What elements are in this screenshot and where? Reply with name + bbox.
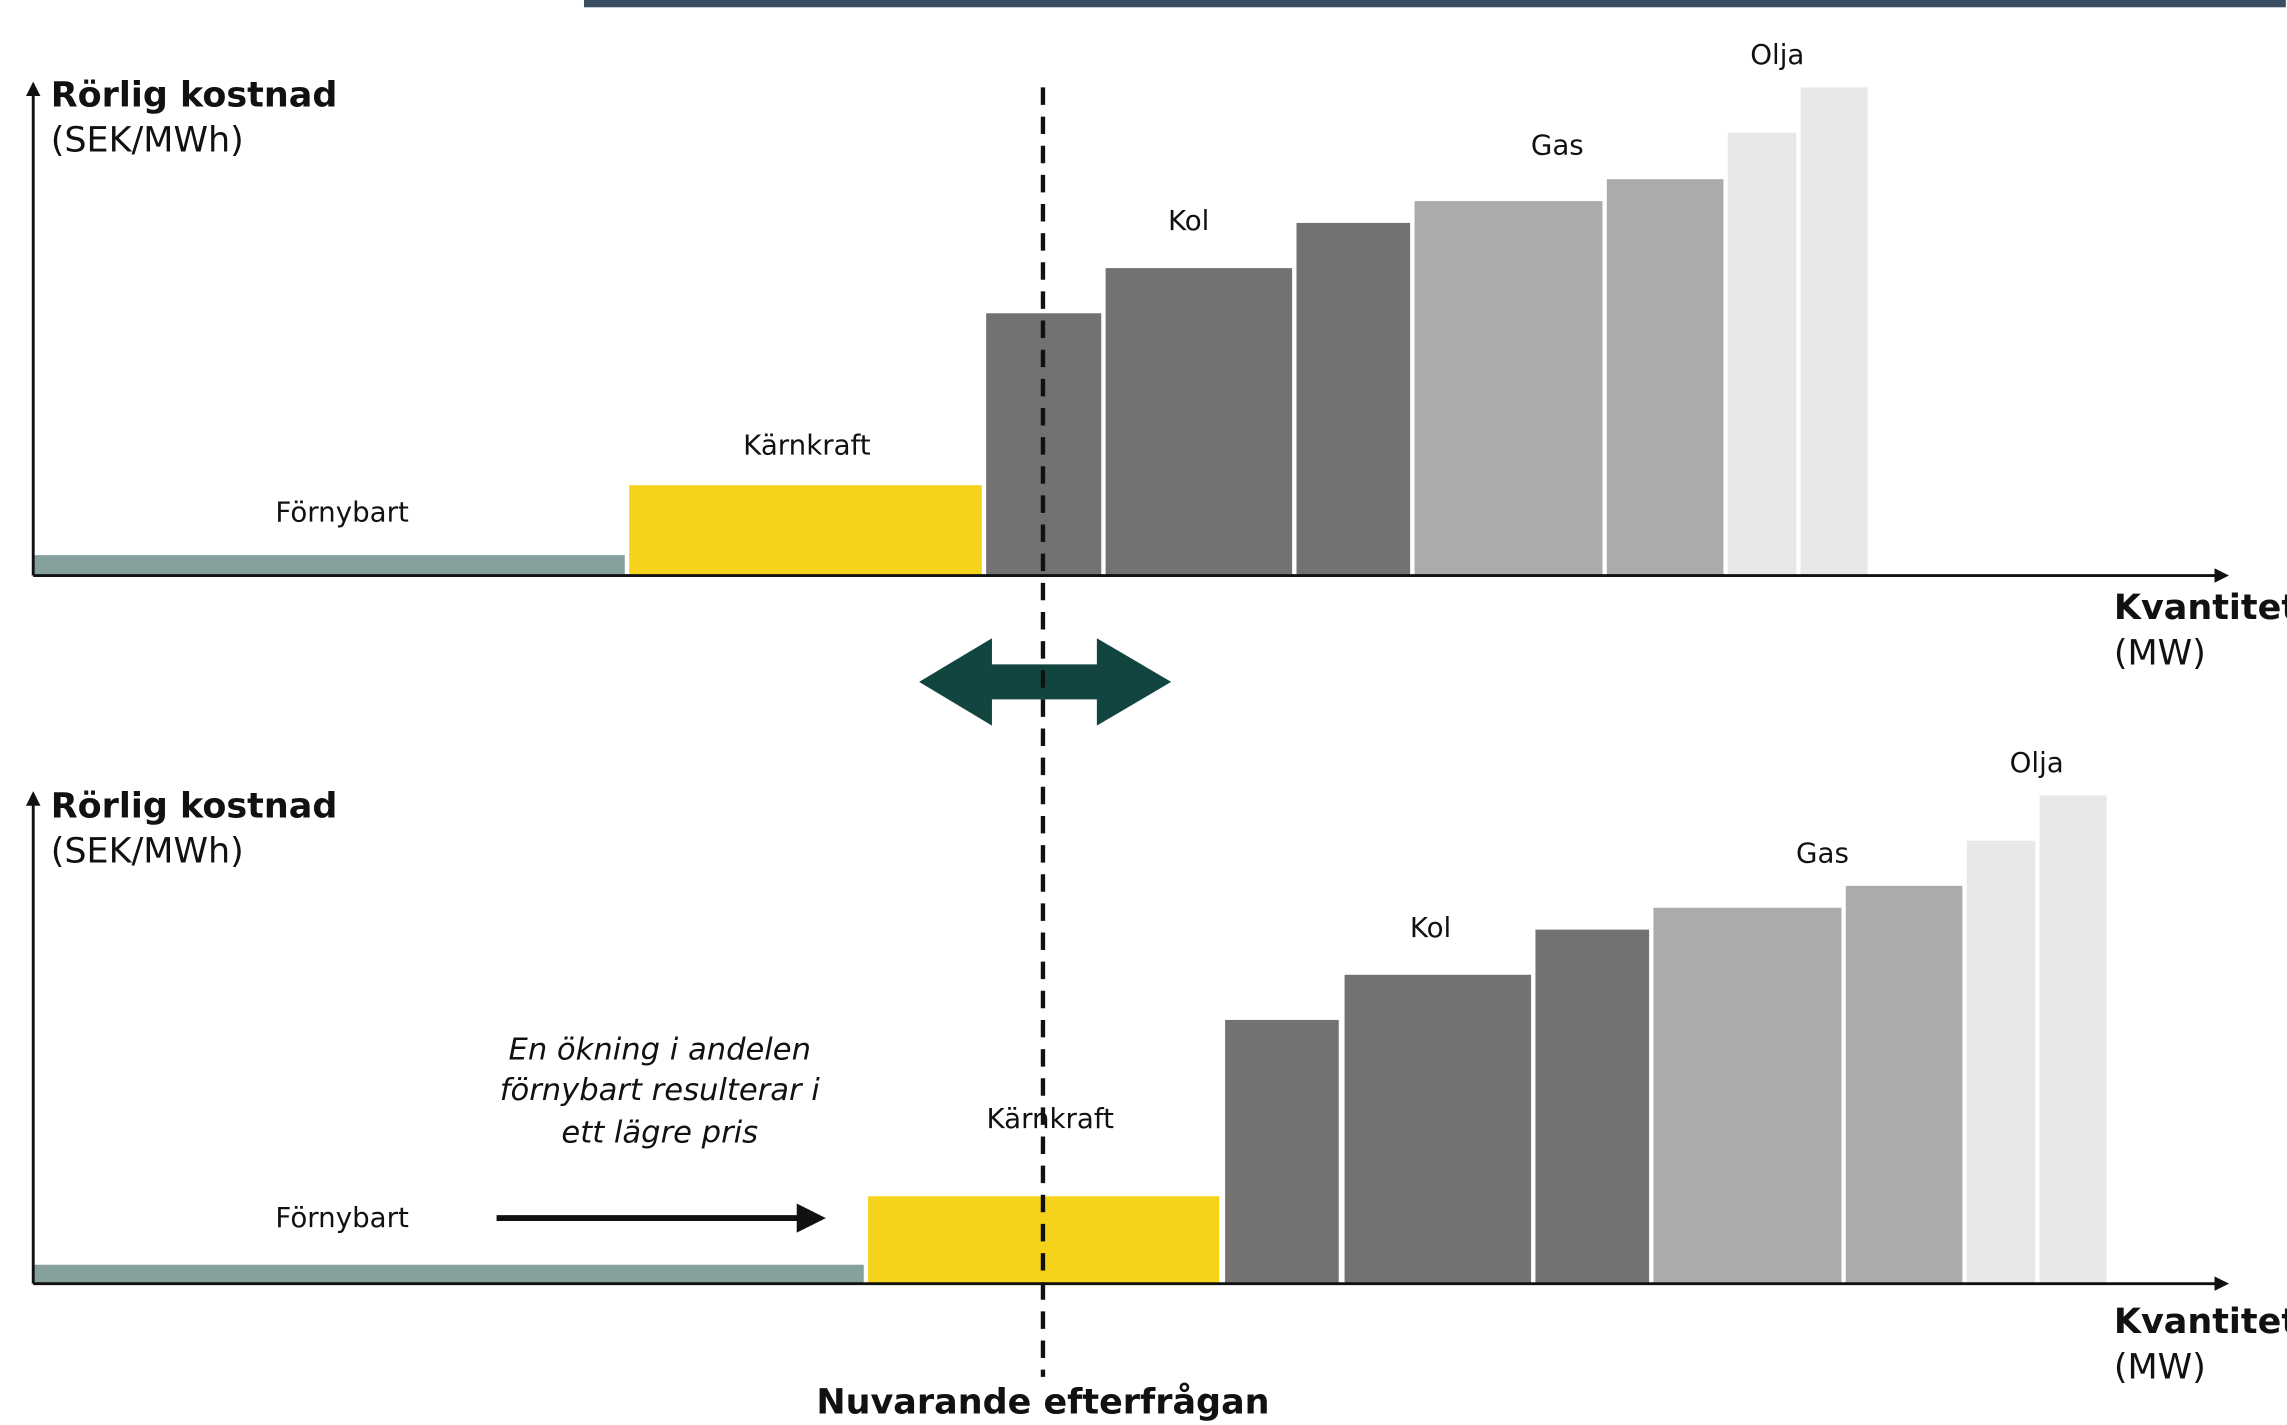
- y-axis-title: Rörlig kostnad: [51, 75, 338, 115]
- header-strip: [583, 0, 2286, 8]
- block: [1535, 929, 1650, 1284]
- segment-label: Gas: [1531, 128, 1584, 161]
- block: [629, 485, 982, 576]
- segment-label: Kol: [1168, 204, 1209, 237]
- y-axis-title: Rörlig kostnad: [51, 786, 338, 826]
- x-axis-unit: (MW): [2114, 633, 2206, 673]
- block: [1966, 840, 2036, 1284]
- block: [33, 1264, 864, 1284]
- block: [1653, 907, 1842, 1284]
- annotation: förnybart resulterar i: [500, 1073, 821, 1108]
- annotation: ett lägre pris: [561, 1115, 758, 1150]
- segment-label: Gas: [1796, 837, 1849, 870]
- x-axis-title: Kvantitet: [2114, 1302, 2287, 1342]
- y-axis-unit: (SEK/MWh): [51, 832, 244, 872]
- block: [1296, 222, 1411, 576]
- block: [1727, 132, 1797, 576]
- top-panel: Rörlig kostnad (SEK/MWh) Kvantitet (MW) …: [25, 38, 2287, 673]
- block: [1845, 885, 1963, 1284]
- segment-label: Förnybart: [275, 1201, 409, 1234]
- segment-label: Kol: [1410, 911, 1451, 944]
- x-axis-title: Kvantitet: [2114, 588, 2287, 628]
- bottom-panel: Rörlig kostnad (SEK/MWh) Kvantitet (MW) …: [25, 746, 2287, 1387]
- annotation: En ökning i andelen: [509, 1032, 811, 1067]
- segment-label: Olja: [2010, 746, 2064, 779]
- block: [2039, 795, 2107, 1284]
- block: [1105, 268, 1293, 576]
- block: [1225, 1019, 1339, 1284]
- segment-label: Olja: [1750, 38, 1804, 71]
- segment-label: Kärnkraft: [743, 429, 871, 462]
- block: [1606, 179, 1724, 576]
- segment-label: Kärnkraft: [986, 1102, 1114, 1135]
- block: [33, 555, 625, 576]
- x-axis-unit: (MW): [2114, 1347, 2206, 1387]
- segment-label: Förnybart: [275, 496, 409, 529]
- block: [1414, 201, 1603, 576]
- demand-label: Nuvarande efterfrågan: [816, 1381, 1269, 1422]
- block: [1344, 974, 1532, 1284]
- y-axis-unit: (SEK/MWh): [51, 121, 244, 161]
- block: [1800, 87, 1868, 576]
